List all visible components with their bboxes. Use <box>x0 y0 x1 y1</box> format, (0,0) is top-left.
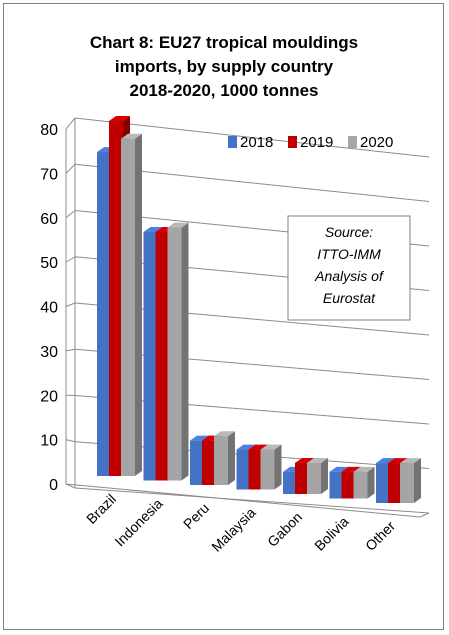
bar-gabon-2019-front <box>295 462 309 494</box>
gridline-side-80 <box>65 117 76 130</box>
bar-indonesia-2020-front <box>167 227 182 481</box>
bar-malaysia-2020-front <box>260 449 275 490</box>
bar-peru-2018-front <box>190 440 204 485</box>
bar-peru-2019-front <box>202 440 216 485</box>
gridline-0 <box>74 487 430 514</box>
bar-other-2019-front <box>388 463 402 503</box>
bar-gabon-2020-front <box>307 462 321 494</box>
y-tick-label-50: 50 <box>40 255 58 272</box>
y-tick-label-0: 0 <box>49 477 58 494</box>
gridline-side-30 <box>65 348 76 352</box>
floor-right-edge <box>419 512 430 518</box>
bar-gabon-2018-front <box>283 471 297 494</box>
bar-peru-2020-front <box>214 436 228 485</box>
bar-indonesia-2019-front <box>155 232 170 481</box>
bar-bolivia-2020-side <box>367 466 375 499</box>
chart-frame: Chart 8: EU27 tropical mouldings imports… <box>3 3 444 630</box>
bar-bolivia-2019-front <box>341 471 356 499</box>
bar-bolivia-2020-front <box>353 471 368 499</box>
bar-bolivia-2020 <box>353 466 375 499</box>
gridline-side-40 <box>65 302 76 307</box>
axes: 0 10 20 30 40 50 60 70 80 <box>40 118 430 518</box>
x-tick-label-gabon: Gabon <box>264 509 305 550</box>
chart-title-line-3: 2018-2020, 1000 tonnes <box>129 81 318 100</box>
legend-swatch-2020 <box>348 136 357 148</box>
source-note-line-4: Eurostat <box>323 290 376 306</box>
source-note-box <box>287 215 411 321</box>
bar-malaysia-2020-side <box>274 444 282 490</box>
bar-indonesia-2020-top <box>167 222 189 228</box>
bar-other-2018-front <box>376 463 390 503</box>
chart-title: Chart 8: EU27 tropical mouldings imports… <box>90 33 358 100</box>
y-tick-label-80: 80 <box>40 122 58 139</box>
source-note-line-2: ITTO-IMM <box>317 246 381 262</box>
bar-brazil-2019-front <box>109 121 123 476</box>
x-tick-label-bolivia: Bolivia <box>311 513 352 554</box>
y-tick-label-60: 60 <box>40 211 58 228</box>
gridline-side-0 <box>65 483 76 489</box>
x-tick-label-indonesia: Indonesia <box>111 495 165 549</box>
bar-other-2020 <box>400 458 421 503</box>
bar-peru-2020-top <box>214 431 235 437</box>
gridline-side-70 <box>65 163 76 174</box>
gridline-side-50 <box>65 256 76 263</box>
legend-swatch-2019 <box>288 136 297 148</box>
y-tick-label-10: 10 <box>40 433 58 450</box>
bar-brazil-2020-side <box>135 133 142 476</box>
bar-malaysia-2019-front <box>248 449 263 490</box>
chart-svg: Chart 8: EU27 tropical mouldings imports… <box>40 33 430 555</box>
y-tick-label-20: 20 <box>40 388 58 405</box>
x-tick-label-other: Other <box>362 518 398 554</box>
bar-indonesia-2020-side <box>181 222 189 481</box>
bar-peru-2020-side <box>228 431 235 485</box>
x-tick-label-brazil: Brazil <box>83 491 119 527</box>
floor-front-edge <box>65 483 421 518</box>
bar-indonesia-2020 <box>167 222 189 481</box>
gridline-side-60 <box>65 210 76 219</box>
y-tick-label-30: 30 <box>40 344 58 361</box>
bar-malaysia-2018-front <box>236 449 251 490</box>
bar-malaysia-2020-top <box>260 444 282 450</box>
bar-indonesia-2018-front <box>143 232 158 481</box>
legend-label-2018: 2018 <box>240 134 273 151</box>
legend: 2018 2019 2020 <box>228 134 393 151</box>
source-note-line-3: Analysis of <box>314 268 385 284</box>
bars <box>97 116 421 503</box>
y-tick-label-70: 70 <box>40 166 58 183</box>
legend-swatch-2018 <box>228 136 237 148</box>
bar-malaysia-2020 <box>260 444 282 490</box>
bar-other-2020-front <box>400 463 414 503</box>
bar-brazil-2020 <box>121 133 142 476</box>
bar-bolivia-2020-top <box>353 466 375 472</box>
bar-brazil-2020-top <box>121 133 142 139</box>
bar-brazil-2018-front <box>97 152 111 476</box>
chart-title-line-2: imports, by supply country <box>115 57 334 76</box>
bar-gabon-2020-side <box>321 457 328 494</box>
bar-brazil-2019-top <box>109 116 130 121</box>
y-tick-label-40: 40 <box>40 300 58 317</box>
legend-label-2019: 2019 <box>300 134 333 151</box>
x-tick-label-peru: Peru <box>180 500 212 532</box>
bar-brazil-2020-front <box>121 138 135 476</box>
gridline-side-10 <box>65 439 76 443</box>
bar-gabon-2020 <box>307 457 328 494</box>
bar-peru-2020 <box>214 431 235 485</box>
chart-title-line-1: Chart 8: EU27 tropical mouldings <box>90 33 358 52</box>
x-tick-label-malaysia: Malaysia <box>208 504 259 555</box>
bar-other-2020-side <box>414 458 421 503</box>
bar-gabon-2020-top <box>307 457 328 463</box>
bar-bolivia-2018-front <box>329 471 344 499</box>
gridline-80 <box>74 117 430 158</box>
bar-other-2020-top <box>400 458 421 464</box>
legend-label-2020: 2020 <box>360 134 393 151</box>
source-note-line-1: Source: <box>325 224 373 240</box>
source-note: Source: ITTO-IMM Analysis of Eurostat <box>287 215 411 321</box>
